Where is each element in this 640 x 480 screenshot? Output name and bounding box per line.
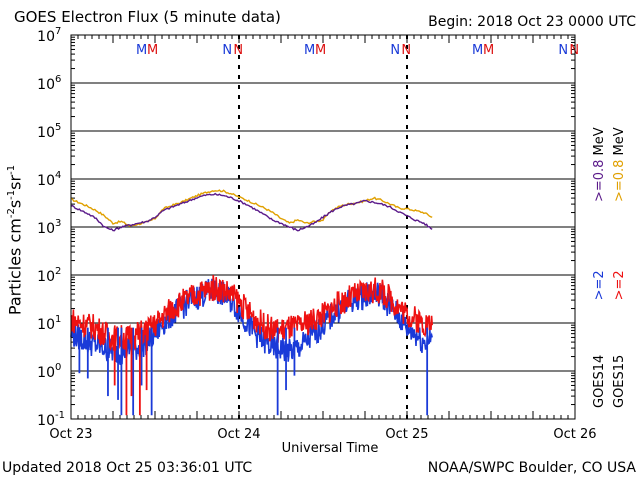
x-axis-label: Universal Time [281, 441, 379, 456]
credit-text: NOAA/SWPC Boulder, CO USA [427, 460, 636, 476]
y-tick-exponent: 5 [55, 122, 61, 133]
marker-n-goes15: N [401, 43, 411, 58]
chart-title: GOES Electron Flux (5 minute data) [14, 8, 281, 26]
y-tick-exponent: 2 [55, 266, 61, 277]
y-axis-label: Particles cm-2s-1sr-1 [5, 164, 25, 316]
marker-n-goes15: N [569, 43, 579, 58]
marker-m-goes14: M [136, 43, 147, 58]
series-line [70, 192, 433, 232]
marker-m-goes14: M [304, 43, 315, 58]
marker-n-goes14: N [558, 43, 568, 58]
y-tick-label: 10 [37, 221, 55, 237]
marker-n-goes14: N [390, 43, 400, 58]
y-tick-label: 10 [37, 317, 55, 333]
marker-n-goes14: N [222, 43, 232, 58]
y-tick-label: 10 [37, 269, 55, 285]
updated-timestamp: Updated 2018 Oct 25 03:36:01 UTC [2, 460, 253, 476]
x-tick-label: Oct 24 [217, 427, 260, 442]
series-lines [70, 189, 433, 416]
series-line [70, 278, 433, 366]
y-tick-exponent: 3 [55, 218, 61, 229]
x-tick-label: Oct 25 [385, 427, 428, 442]
legend-goes14: GOES14 >=2 >=0.8 MeV [592, 127, 607, 408]
x-tick-label: Oct 26 [553, 427, 596, 442]
marker-m-goes15: M [147, 43, 158, 58]
marker-n-goes15: N [233, 43, 243, 58]
y-tick-label: 10 [37, 29, 55, 45]
y-tick-exponent: 0 [55, 362, 61, 373]
series-line [70, 189, 433, 228]
y-tick-label: 10 [37, 173, 55, 189]
y-tick-exponent: 1 [55, 314, 61, 325]
plot-frame [70, 34, 576, 420]
y-tick-exponent: -1 [55, 410, 65, 421]
legend-goes15: GOES15 >=2 >=0.8 MeV [612, 127, 627, 408]
y-tick-exponent: 7 [55, 26, 61, 37]
y-tick-exponent: 6 [55, 74, 61, 85]
marker-m-goes14: M [472, 43, 483, 58]
x-tick-label: Oct 23 [49, 427, 92, 442]
marker-m-goes15: M [483, 43, 494, 58]
marker-m-goes15: M [315, 43, 326, 58]
y-tick-label: 10 [37, 77, 55, 93]
y-tick-label: 10 [37, 365, 55, 381]
y-tick-label: 10 [37, 413, 55, 429]
y-tick-exponent: 4 [55, 170, 61, 181]
begin-time: Begin: 2018 Oct 23 0000 UTC [428, 14, 636, 30]
y-tick-label: 10 [37, 125, 55, 141]
